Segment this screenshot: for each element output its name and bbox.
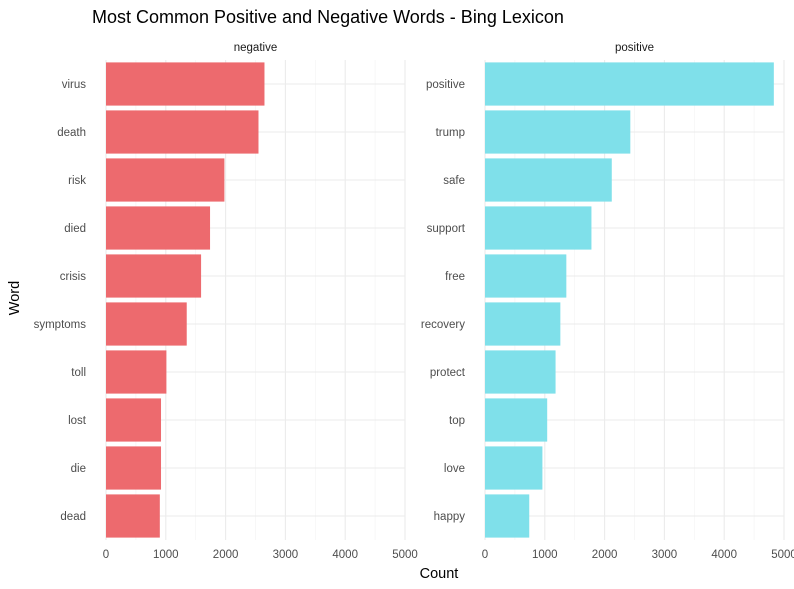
positive-bar-positive [485, 62, 774, 106]
negative-category-label: dead [60, 511, 86, 523]
positive-bar-recovery [485, 302, 561, 346]
negative-category-label: crisis [60, 271, 86, 283]
negative-bar-die [106, 446, 162, 490]
negative-bar-lost [106, 398, 162, 442]
negative-bar-crisis [106, 254, 202, 298]
negative-category-label: symptoms [34, 319, 87, 331]
positive-category-label: free [445, 271, 465, 283]
negative-category-label: death [57, 127, 86, 139]
negative-category-label: died [64, 223, 86, 235]
positive-bar-support [485, 206, 592, 250]
negative-category-label: toll [71, 367, 86, 379]
positive-category-label: safe [443, 175, 465, 187]
positive-x-tick-label: 2000 [592, 549, 618, 561]
positive-x-tick-label: 1000 [532, 549, 558, 561]
positive-category-label: happy [434, 511, 466, 523]
positive-bar-trump [485, 110, 631, 154]
chart-title: Most Common Positive and Negative Words … [92, 7, 564, 27]
positive-category-label: top [449, 415, 465, 427]
negative-bar-symptoms [106, 302, 187, 346]
positive-bar-protect [485, 350, 556, 394]
negative-x-tick-label: 3000 [273, 549, 299, 561]
negative-x-tick-label: 2000 [213, 549, 239, 561]
positive-category-label: trump [436, 127, 465, 139]
positive-bar-free [485, 254, 567, 298]
negative-bar-risk [106, 158, 225, 202]
positive-x-tick-label: 3000 [652, 549, 678, 561]
positive-bar-safe [485, 158, 612, 202]
negative-category-label: virus [62, 79, 87, 91]
positive-category-label: love [444, 463, 465, 475]
negative-facet-label: negative [234, 42, 277, 54]
negative-bar-toll [106, 350, 167, 394]
negative-category-label: risk [68, 175, 86, 187]
positive-category-label: support [427, 223, 466, 235]
positive-x-tick-label: 5000 [771, 549, 794, 561]
positive-category-label: recovery [421, 319, 465, 331]
positive-category-label: protect [430, 367, 466, 379]
x-axis-title: Count [420, 566, 459, 582]
positive-x-tick-label: 0 [482, 549, 488, 561]
facet-panels: virus death risk died crisis symptoms toll lost… [34, 42, 794, 561]
negative-bar-dead [106, 494, 160, 538]
negative-category-label: die [71, 463, 86, 475]
negative-x-tick-label: 0 [103, 549, 109, 561]
positive-facet-label: positive [615, 42, 654, 54]
positive-bar-love [485, 446, 543, 490]
negative-bar-died [106, 206, 211, 250]
y-axis-title: Word [7, 281, 23, 315]
negative-bar-death [106, 110, 259, 154]
positive-category-label: positive [426, 79, 465, 91]
negative-x-tick-label: 1000 [153, 549, 179, 561]
positive-bar-top [485, 398, 548, 442]
positive-x-tick-label: 4000 [711, 549, 737, 561]
negative-category-label: lost [68, 415, 87, 427]
negative-bar-virus [106, 62, 265, 106]
positive-bar-happy [485, 494, 530, 538]
negative-x-tick-label: 5000 [392, 549, 418, 561]
negative-x-tick-label: 4000 [332, 549, 358, 561]
